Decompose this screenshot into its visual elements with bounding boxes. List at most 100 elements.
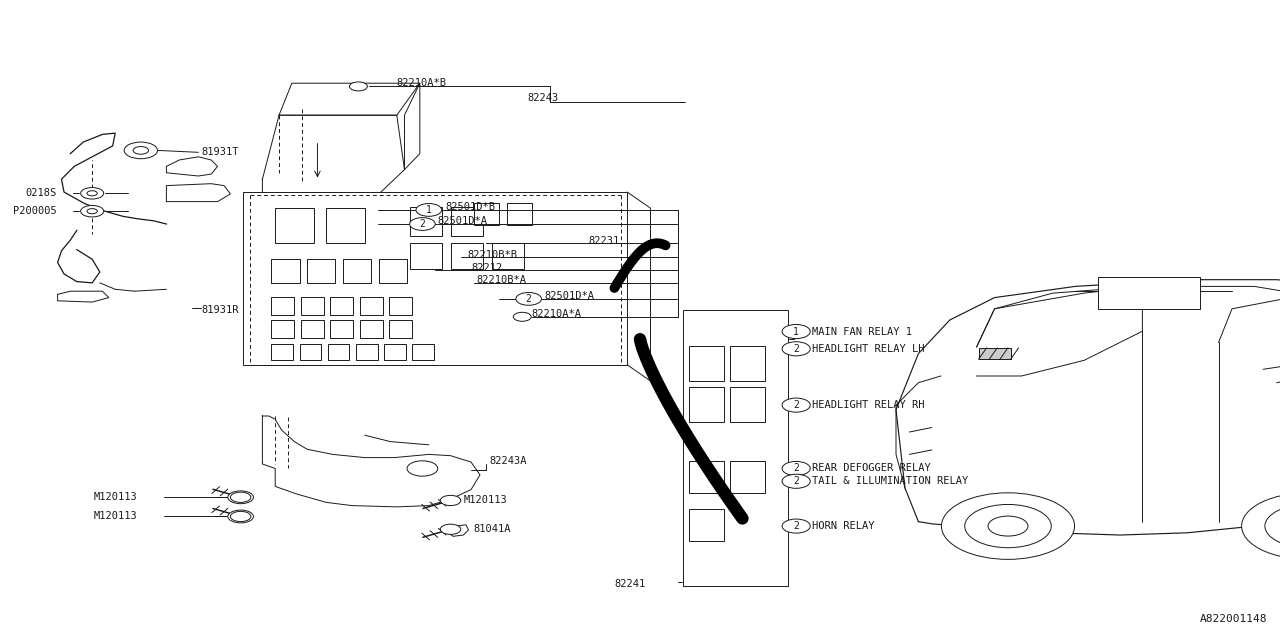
Text: 82243: 82243: [527, 93, 558, 103]
Bar: [689, 346, 724, 381]
Bar: [343, 259, 371, 283]
Bar: [689, 461, 724, 493]
Text: 2: 2: [526, 294, 531, 304]
Bar: [1097, 277, 1199, 309]
Circle shape: [440, 495, 461, 506]
Text: 2: 2: [794, 521, 799, 531]
Circle shape: [942, 493, 1075, 559]
Bar: [271, 297, 294, 315]
Bar: [271, 344, 293, 360]
Circle shape: [782, 398, 810, 412]
Bar: [330, 297, 353, 315]
Text: 82231: 82231: [589, 236, 620, 246]
Text: HEADLIGHT RELAY RH: HEADLIGHT RELAY RH: [812, 400, 924, 410]
Circle shape: [228, 491, 253, 504]
Bar: [271, 259, 300, 283]
Text: HORN RELAY: HORN RELAY: [812, 521, 874, 531]
Circle shape: [228, 510, 253, 523]
Circle shape: [516, 292, 541, 305]
Text: M120113: M120113: [463, 495, 507, 506]
Bar: [356, 344, 378, 360]
Text: 81931R: 81931R: [201, 305, 238, 316]
Text: 81041A: 81041A: [474, 524, 511, 534]
Text: 2: 2: [794, 463, 799, 474]
Bar: [492, 243, 524, 269]
Bar: [326, 208, 365, 243]
Bar: [384, 344, 406, 360]
Circle shape: [407, 461, 438, 476]
Circle shape: [782, 519, 810, 533]
Bar: [330, 320, 353, 338]
Circle shape: [81, 188, 104, 199]
Circle shape: [1265, 504, 1280, 548]
Text: 82210A*A: 82210A*A: [531, 309, 581, 319]
Bar: [410, 207, 442, 236]
Circle shape: [1242, 493, 1280, 559]
Text: M120113: M120113: [93, 492, 137, 502]
Circle shape: [87, 209, 97, 214]
Bar: [389, 320, 412, 338]
Bar: [301, 297, 324, 315]
Circle shape: [230, 511, 251, 522]
Text: 2: 2: [794, 400, 799, 410]
Text: 82243A: 82243A: [489, 456, 526, 466]
Circle shape: [782, 324, 810, 339]
Bar: [689, 387, 724, 422]
Circle shape: [87, 191, 97, 196]
Bar: [301, 320, 324, 338]
Bar: [474, 203, 499, 225]
Bar: [730, 346, 765, 381]
Circle shape: [782, 474, 810, 488]
Bar: [243, 192, 627, 365]
Bar: [300, 344, 321, 360]
Bar: [684, 310, 787, 586]
Text: A822001148: A822001148: [1199, 614, 1267, 624]
Bar: [507, 203, 532, 225]
Circle shape: [782, 342, 810, 356]
Circle shape: [81, 205, 104, 217]
Text: TAIL & ILLUMINATION RELAY: TAIL & ILLUMINATION RELAY: [812, 476, 968, 486]
Bar: [730, 461, 765, 493]
Circle shape: [440, 524, 461, 534]
Bar: [307, 259, 335, 283]
Text: MAIN FAN RELAY 1: MAIN FAN RELAY 1: [812, 326, 911, 337]
Bar: [412, 344, 434, 360]
Bar: [451, 243, 483, 269]
Bar: [360, 320, 383, 338]
Bar: [978, 348, 1011, 360]
Bar: [328, 344, 349, 360]
Bar: [689, 509, 724, 541]
Text: 82210B*A: 82210B*A: [476, 275, 526, 285]
Text: 2: 2: [794, 476, 799, 486]
Bar: [730, 387, 765, 422]
Text: 2: 2: [794, 344, 799, 354]
Text: P200005: P200005: [13, 206, 56, 216]
Bar: [389, 297, 412, 315]
Bar: [275, 208, 314, 243]
Circle shape: [133, 147, 148, 154]
Bar: [451, 207, 483, 236]
Text: 82210A*B: 82210A*B: [397, 78, 447, 88]
Text: 1: 1: [426, 205, 431, 215]
Text: 81931T: 81931T: [201, 147, 238, 157]
Circle shape: [349, 82, 367, 91]
Text: REAR DEFOGGER RELAY: REAR DEFOGGER RELAY: [812, 463, 931, 474]
Circle shape: [965, 504, 1051, 548]
Circle shape: [124, 142, 157, 159]
Text: 82501D*B: 82501D*B: [445, 202, 495, 212]
Circle shape: [410, 218, 435, 230]
Text: 82212: 82212: [471, 262, 502, 273]
Text: 0218S: 0218S: [26, 188, 56, 198]
Text: 82501D*A: 82501D*A: [544, 291, 594, 301]
Text: 82210B*B: 82210B*B: [467, 250, 517, 260]
Bar: [410, 243, 442, 269]
Text: 2: 2: [420, 219, 425, 229]
Circle shape: [416, 204, 442, 216]
Circle shape: [513, 312, 531, 321]
Bar: [379, 259, 407, 283]
Bar: [271, 320, 294, 338]
Text: M120113: M120113: [93, 511, 137, 522]
Circle shape: [782, 461, 810, 476]
Text: 82241: 82241: [614, 579, 645, 589]
Circle shape: [988, 516, 1028, 536]
